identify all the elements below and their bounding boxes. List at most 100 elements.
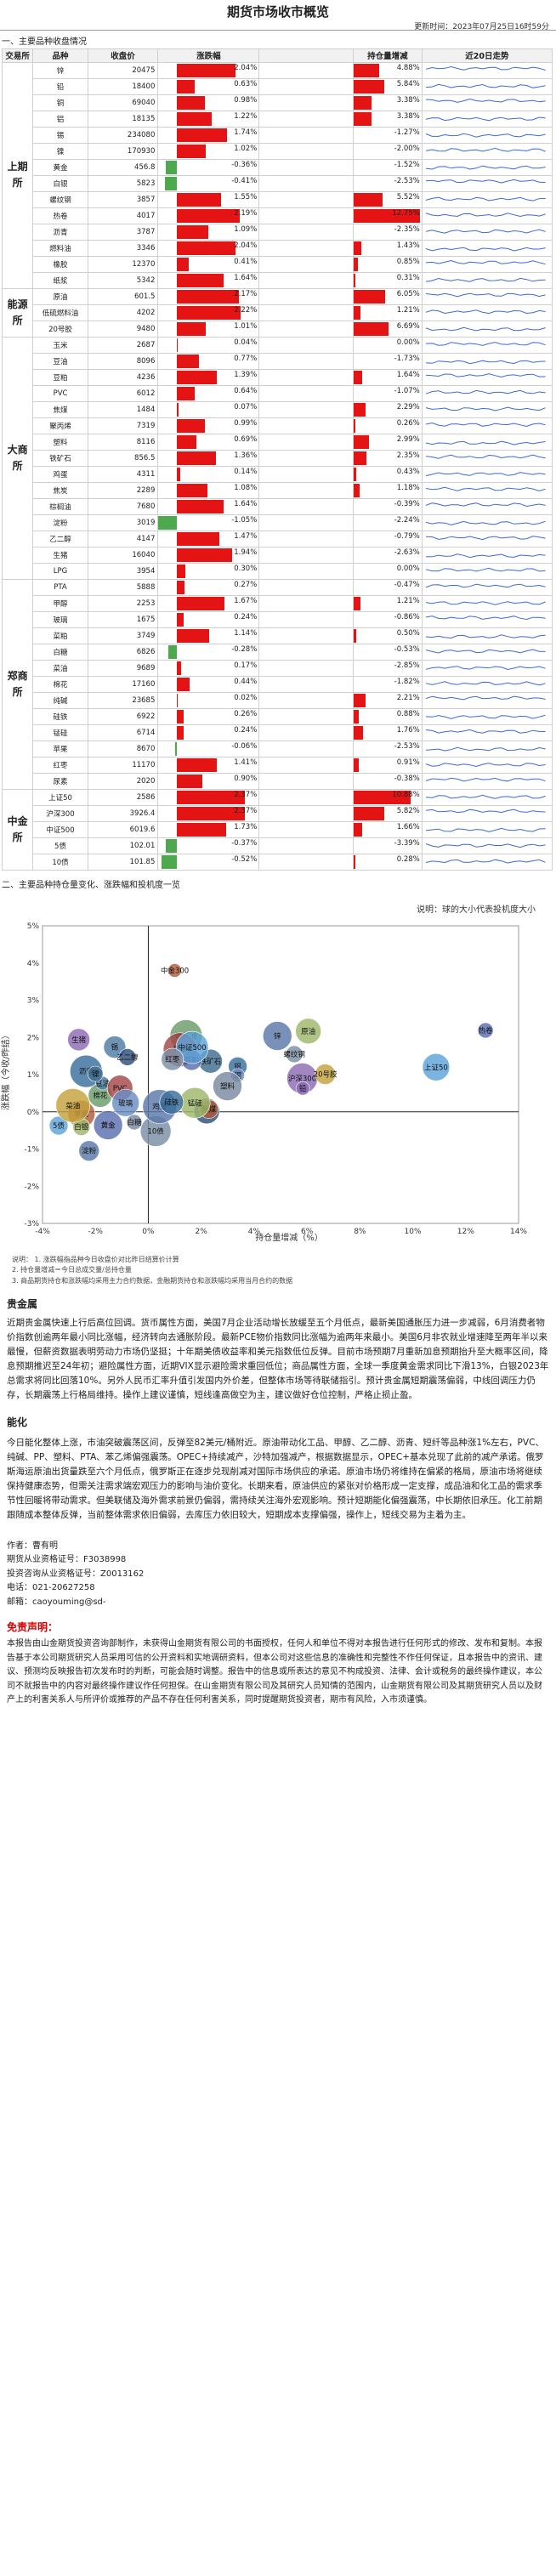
- change-cell: 0.26%: [157, 707, 260, 725]
- product-name: 生猪: [32, 546, 88, 564]
- spacer-cell: [258, 61, 355, 79]
- open-interest-cell: 2.99%: [353, 433, 423, 451]
- oi-value: -2.53%: [394, 176, 420, 185]
- point-label: 10债: [147, 1126, 164, 1136]
- table-row: 菜油 9689 0.17% -2.85%: [3, 659, 553, 677]
- spacer-cell: [258, 707, 355, 725]
- point-label: 棉花: [93, 1091, 108, 1100]
- spacer-cell: [258, 562, 355, 580]
- y-tick-label: -1%: [24, 1145, 39, 1154]
- close-price: 7319: [87, 417, 159, 434]
- author-email[interactable]: 邮箱：caoyouming@sd-: [7, 1597, 106, 1607]
- energy-title: 能化: [7, 1416, 28, 1428]
- author-block: 作者：曹有明 期货从业资格证号：F3038998 投资咨询从业资格证号：Z001…: [0, 1540, 556, 1610]
- change-value: 1.39%: [234, 370, 258, 379]
- change-cell: -0.37%: [157, 837, 260, 854]
- change-bar: [176, 402, 179, 417]
- spacer-cell: [258, 691, 355, 709]
- table-row: 纸浆 5342 1.64% 0.31%: [3, 271, 553, 289]
- change-bar: [161, 854, 177, 869]
- oi-bar: [354, 111, 372, 126]
- point-label: 螺纹钢: [283, 1050, 305, 1059]
- spacer-cell: [258, 546, 355, 564]
- table-row: 棕榈油 7680 1.64% -0.39%: [3, 497, 553, 515]
- change-value: 1.67%: [234, 596, 258, 605]
- trend-sparkline: [421, 837, 553, 854]
- table-row: 甲醇 2253 1.67% 1.21%: [3, 594, 553, 612]
- open-interest-cell: 1.43%: [353, 239, 423, 257]
- change-bar: [176, 451, 216, 465]
- close-price: 18400: [87, 77, 159, 95]
- spacer-cell: [258, 400, 355, 418]
- open-interest-cell: 4.88%: [353, 61, 423, 79]
- table-row: 焦煤 1484 0.07% 2.29%: [3, 400, 553, 418]
- product-name: 20号胶: [32, 320, 88, 338]
- note-3: 3. 商品期货持仓和涨跌幅均采用主力合约数据，金融期货持仓和涨跌幅均采用当月合约…: [12, 1276, 293, 1285]
- open-interest-cell: 3.38%: [353, 94, 423, 111]
- close-price: 6714: [87, 723, 159, 741]
- change-cell: 0.27%: [157, 578, 260, 596]
- gold-text: 近期贵金属快速上行后高位回调。货币属性方面，美国7月企业活动增长放缓至五个月低点…: [7, 1317, 549, 1400]
- change-value: 0.64%: [234, 386, 258, 395]
- change-bar: [176, 790, 246, 804]
- y-tick-label: 4%: [27, 960, 40, 968]
- change-value: 1.55%: [234, 192, 258, 201]
- product-name: 铁矿石: [32, 449, 88, 467]
- spacer-cell: [258, 837, 355, 854]
- close-price: 234080: [87, 126, 159, 144]
- product-name: 玉米: [32, 336, 88, 354]
- point-label: 锰硅: [188, 1098, 203, 1108]
- oi-bar: [354, 790, 411, 804]
- open-interest-cell: 2.21%: [353, 691, 423, 709]
- oi-bar: [354, 596, 360, 610]
- spacer-cell: [258, 723, 355, 741]
- change-bar: [168, 644, 177, 659]
- trend-sparkline: [421, 610, 553, 628]
- product-name: 原油: [32, 287, 88, 305]
- oi-value: 0.43%: [396, 467, 420, 476]
- oi-value: 1.43%: [396, 241, 420, 250]
- close-price: 3954: [87, 562, 159, 580]
- table-row: 苹果 8670 -0.06% -2.53%: [3, 740, 553, 757]
- x-tick-label: 8%: [354, 1228, 366, 1236]
- change-value: 0.77%: [234, 354, 258, 363]
- trend-sparkline: [421, 627, 553, 644]
- oi-value: 0.50%: [396, 628, 420, 638]
- trend-sparkline: [421, 756, 553, 774]
- close-price: 6012: [87, 384, 159, 402]
- table-row: 生猪 16040 1.94% -2.63%: [3, 546, 553, 564]
- change-cell: 0.44%: [157, 675, 260, 693]
- x-axis-label: 持仓量增减（%）: [255, 1232, 323, 1243]
- product-name: 铅: [32, 77, 88, 95]
- change-value: 2.19%: [234, 208, 258, 218]
- change-value: 0.24%: [234, 612, 258, 621]
- change-bar: [176, 774, 203, 788]
- product-name: 鸡蛋: [32, 465, 88, 483]
- change-value: 1.74%: [234, 128, 258, 137]
- change-cell: 1.08%: [157, 481, 260, 499]
- spacer-cell: [258, 110, 355, 128]
- point-label: 乙二醇: [116, 1053, 139, 1062]
- close-price: 4311: [87, 465, 159, 483]
- x-tick-label: 2%: [196, 1228, 208, 1236]
- change-cell: -1.05%: [157, 513, 260, 531]
- oi-bar: [354, 418, 355, 433]
- table-row: 红枣 11170 1.41% 0.91%: [3, 756, 553, 774]
- product-name: 橡胶: [32, 255, 88, 273]
- change-value: 2.04%: [234, 241, 258, 250]
- open-interest-cell: 0.28%: [353, 853, 423, 871]
- change-value: 1.73%: [234, 822, 258, 831]
- open-interest-cell: -0.53%: [353, 643, 423, 661]
- change-cell: 2.04%: [157, 239, 260, 257]
- change-bar: [176, 257, 189, 271]
- open-interest-cell: -0.79%: [353, 530, 423, 548]
- y-axis-label: 涨跌幅（今收/昨结）: [0, 1030, 11, 1109]
- spacer-cell: [258, 94, 355, 111]
- oi-bar: [354, 305, 360, 320]
- spacer-cell: [258, 627, 355, 644]
- point-label: 20号胶: [314, 1070, 338, 1079]
- trend-sparkline: [421, 126, 553, 144]
- chart-note: 说明：球的大小代表投机度大小: [417, 904, 536, 915]
- product-name: 棉花: [32, 675, 88, 693]
- open-interest-cell: -1.52%: [353, 158, 423, 176]
